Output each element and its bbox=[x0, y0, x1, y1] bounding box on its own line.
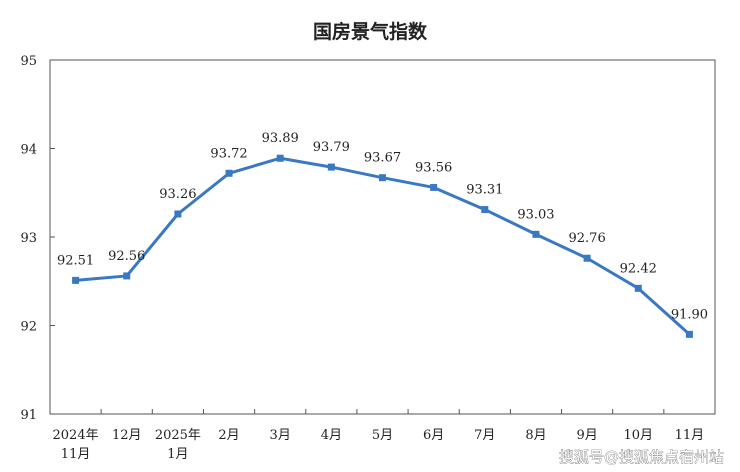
x-tick-label: 2025年 bbox=[155, 428, 201, 443]
data-label: 93.26 bbox=[159, 187, 196, 202]
data-point bbox=[276, 154, 284, 162]
x-axis: 2024年 11月 12月 2025年 1月 2月 3月 4月 5月 6月 7月 8月 9月 10月 11月 bbox=[53, 409, 705, 462]
data-point bbox=[532, 230, 540, 238]
data-points bbox=[72, 154, 693, 338]
data-point bbox=[430, 183, 438, 191]
data-point bbox=[379, 174, 386, 182]
y-tick-label: 93 bbox=[20, 231, 37, 246]
data-labels: 92.51 92.56 93.26 93.72 93.89 93.79 93.67 93.56… bbox=[57, 131, 708, 322]
data-point bbox=[225, 169, 233, 177]
data-label: 92.56 bbox=[108, 249, 145, 264]
data-point bbox=[685, 330, 693, 338]
data-point bbox=[123, 272, 131, 280]
data-point bbox=[72, 276, 80, 284]
data-point bbox=[327, 163, 335, 171]
data-label: 93.79 bbox=[313, 140, 350, 155]
x-tick-label: 10月 bbox=[623, 428, 653, 443]
y-axis: 91 92 93 94 95 bbox=[20, 54, 55, 423]
data-label: 93.03 bbox=[517, 207, 554, 222]
x-tick-label: 9月 bbox=[576, 428, 597, 443]
watermark: 搜狐号@搜狐焦点宿州站 bbox=[559, 448, 724, 466]
x-tick-label: 2月 bbox=[218, 428, 239, 443]
data-label: 92.51 bbox=[57, 253, 94, 268]
x-tick-label: 4月 bbox=[321, 428, 342, 443]
x-tick-label: 12月 bbox=[112, 428, 142, 443]
x-tick-label: 5月 bbox=[372, 428, 393, 443]
series-line bbox=[75, 156, 691, 336]
y-tick-label: 94 bbox=[20, 143, 37, 158]
data-point bbox=[583, 254, 591, 262]
data-label: 92.76 bbox=[569, 231, 606, 246]
x-tick-label: 8月 bbox=[525, 428, 546, 443]
data-label: 93.72 bbox=[210, 146, 247, 161]
data-label: 93.56 bbox=[415, 160, 452, 175]
data-point bbox=[634, 284, 642, 292]
x-tick-label: 2024年 bbox=[53, 428, 99, 443]
data-point bbox=[481, 206, 489, 214]
x-tick-label: 7月 bbox=[474, 428, 495, 443]
data-label: 93.31 bbox=[466, 183, 503, 198]
y-tick-label: 91 bbox=[20, 408, 37, 423]
x-tick-label: 3月 bbox=[270, 428, 291, 443]
x-tick-label: 6月 bbox=[423, 428, 444, 443]
y-tick-label: 95 bbox=[20, 54, 37, 69]
x-tick-label: 11月 bbox=[61, 447, 91, 462]
y-tick-label: 92 bbox=[20, 320, 37, 335]
data-label: 93.67 bbox=[364, 151, 401, 166]
data-point bbox=[174, 210, 182, 218]
plot-area bbox=[49, 59, 716, 415]
data-label: 93.89 bbox=[262, 131, 299, 146]
chart-title: 国房景气指数 bbox=[313, 20, 428, 43]
x-tick-label: 1月 bbox=[167, 447, 188, 462]
data-label: 92.42 bbox=[620, 261, 657, 276]
data-label: 91.90 bbox=[671, 307, 708, 322]
x-tick-label: 11月 bbox=[675, 428, 705, 443]
